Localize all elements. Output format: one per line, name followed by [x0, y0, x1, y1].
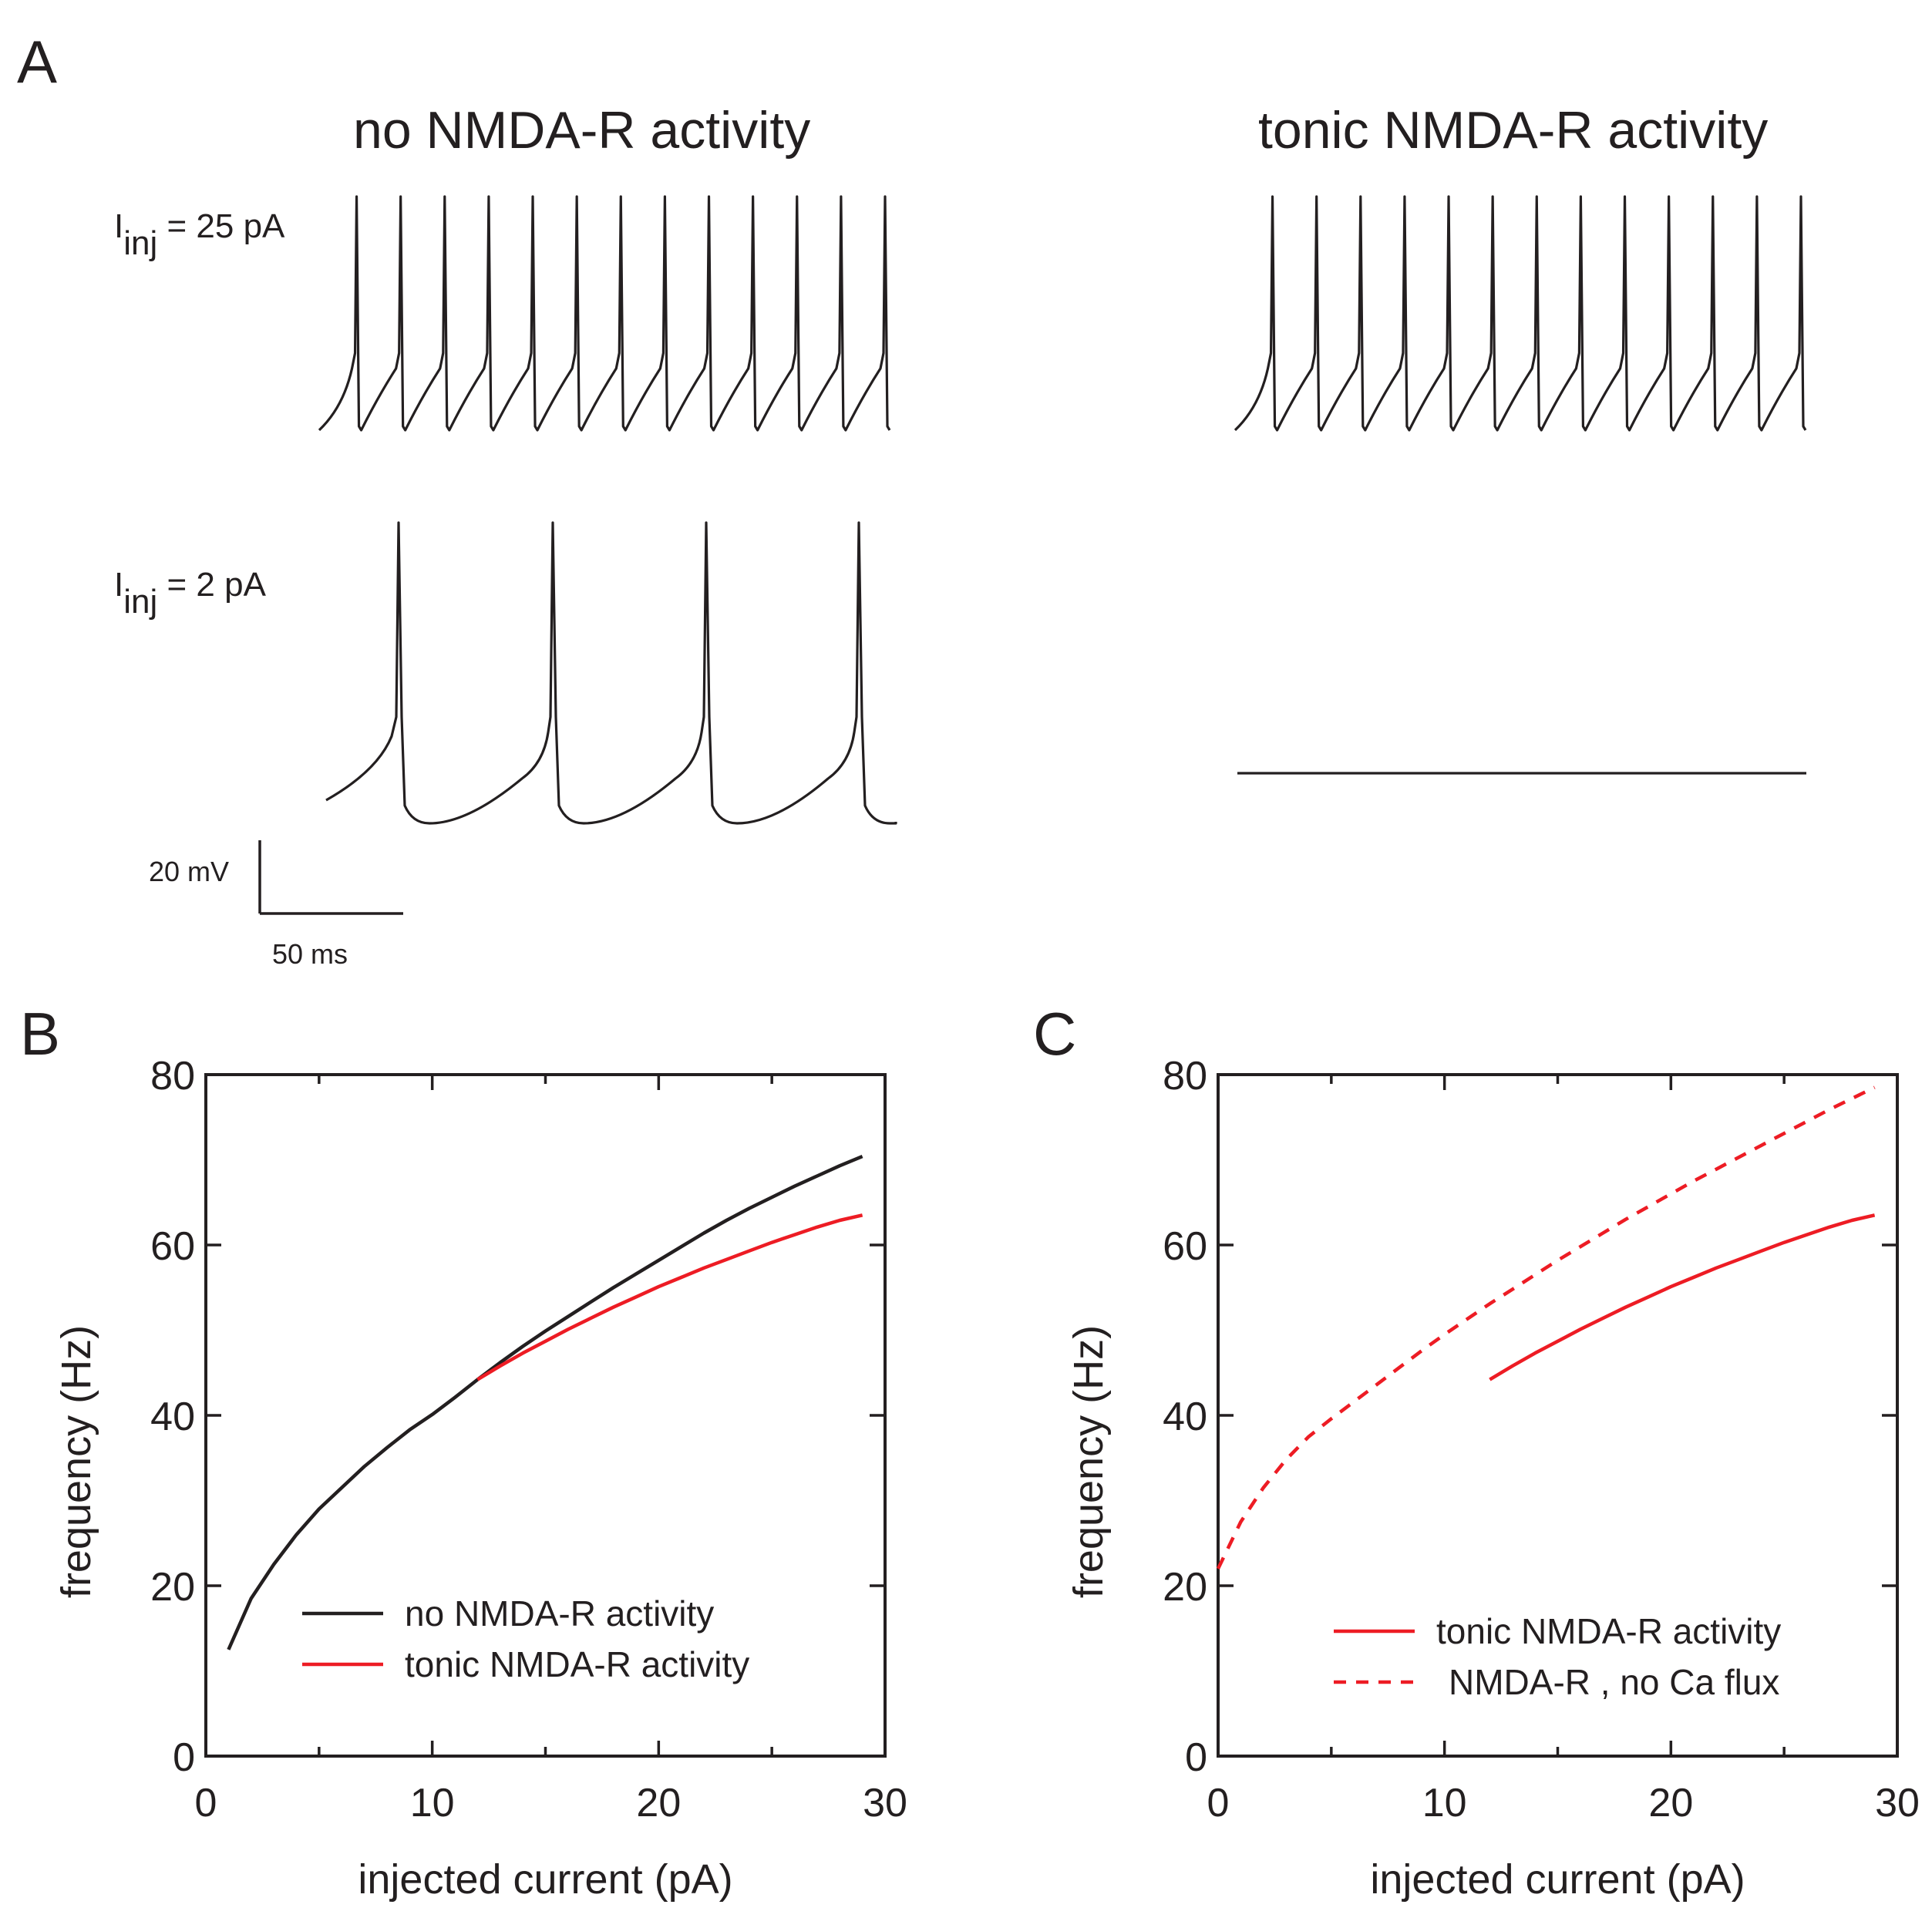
x-tick-label: 0 [1207, 1781, 1230, 1825]
panel-c-letter: C [1033, 1000, 1076, 1068]
y-tick-label: 20 [1163, 1565, 1207, 1610]
series-line [227, 1155, 863, 1650]
trace-25pA-no-nmda [318, 195, 891, 432]
x-axis-label: injected current (pA) [1370, 1856, 1745, 1903]
scale-voltage-label: 20 mV [149, 856, 229, 887]
x-tick-label: 10 [1422, 1781, 1467, 1825]
legend-label: no NMDA-R activity [405, 1593, 714, 1634]
panel-a-letter: A [17, 28, 57, 96]
y-axis-label: frequency (Hz) [1065, 1325, 1112, 1598]
y-tick-label: 80 [150, 1054, 195, 1099]
y-tick-label: 20 [150, 1565, 195, 1610]
panel-a-right-title: tonic NMDA-R activity [1258, 101, 1768, 160]
chart-c: 0 20 40 60 80 0 10 20 30 injected current (pA) fre… [1065, 1054, 1920, 1903]
series-line [1216, 1085, 1876, 1570]
x-tick-label: 20 [1648, 1781, 1693, 1825]
x-tick-label: 30 [863, 1781, 907, 1825]
y-tick-label: 0 [173, 1735, 195, 1780]
trace-2pA-no-nmda [325, 521, 897, 825]
plot-frame [1217, 1073, 1899, 1758]
x-tick-label: 0 [195, 1781, 217, 1825]
y-axis-label: frequency (Hz) [53, 1325, 99, 1598]
trace-25pA-tonic-nmda [1234, 195, 1807, 432]
series-line [476, 1213, 863, 1381]
legend-label: NMDA-R , no Ca flux [1449, 1662, 1779, 1702]
panel-a-left-title: no NMDA-R activity [353, 101, 810, 160]
row1-current-label: Iinj = 25 pA [114, 207, 285, 262]
x-tick-label: 20 [636, 1781, 681, 1825]
scale-time-label: 50 ms [272, 938, 348, 970]
y-tick-label: 40 [150, 1395, 195, 1439]
y-tick-label: 80 [1163, 1054, 1207, 1099]
row2-current-label: Iinj = 2 pA [114, 566, 267, 621]
y-tick-label: 60 [150, 1224, 195, 1269]
y-tick-label: 0 [1185, 1735, 1207, 1780]
panel-b-letter: B [20, 1000, 60, 1068]
legend-label: tonic NMDA-R activity [1436, 1611, 1781, 1651]
series-line [1489, 1213, 1876, 1381]
chart-b: 0 20 40 60 80 0 10 20 30 injected current (pA) fre… [53, 1054, 907, 1903]
y-tick-label: 40 [1163, 1395, 1207, 1439]
x-tick-label: 10 [410, 1781, 455, 1825]
x-tick-label: 30 [1875, 1781, 1920, 1825]
x-axis-label: injected current (pA) [358, 1856, 732, 1903]
legend-label: tonic NMDA-R activity [405, 1644, 749, 1684]
y-tick-label: 60 [1163, 1224, 1207, 1269]
